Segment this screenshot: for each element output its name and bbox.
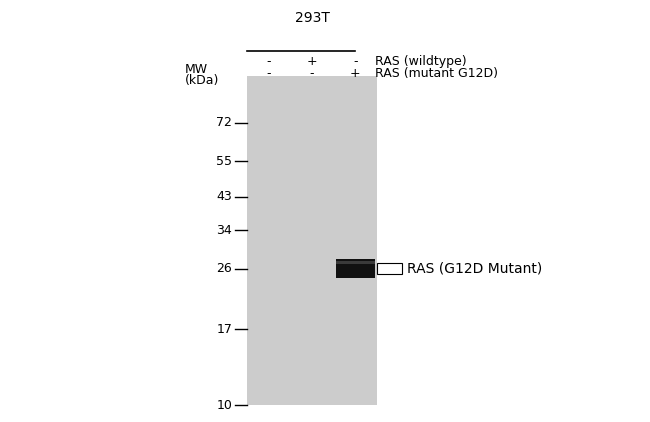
Text: 55: 55	[216, 155, 232, 168]
Text: -: -	[266, 68, 271, 80]
Text: 34: 34	[216, 224, 232, 237]
Text: 72: 72	[216, 116, 232, 130]
Text: -: -	[266, 55, 271, 68]
FancyBboxPatch shape	[378, 262, 402, 274]
Text: -: -	[353, 55, 358, 68]
Text: 10: 10	[216, 399, 232, 411]
Text: RAS (G12D Mutant): RAS (G12D Mutant)	[408, 262, 543, 276]
Text: RAS (mutant G12D): RAS (mutant G12D)	[375, 68, 498, 80]
Text: +: +	[350, 68, 361, 80]
Text: RAS (wildtype): RAS (wildtype)	[375, 55, 467, 68]
Text: 26: 26	[216, 262, 232, 275]
FancyBboxPatch shape	[336, 261, 375, 264]
Text: 17: 17	[216, 323, 232, 336]
Text: 43: 43	[216, 190, 232, 203]
Text: (kDa): (kDa)	[185, 74, 220, 87]
Text: -: -	[310, 68, 314, 80]
Text: +: +	[307, 55, 317, 68]
FancyBboxPatch shape	[247, 76, 377, 405]
Text: MW: MW	[185, 63, 209, 76]
Text: 293T: 293T	[294, 11, 330, 25]
FancyBboxPatch shape	[336, 259, 375, 278]
